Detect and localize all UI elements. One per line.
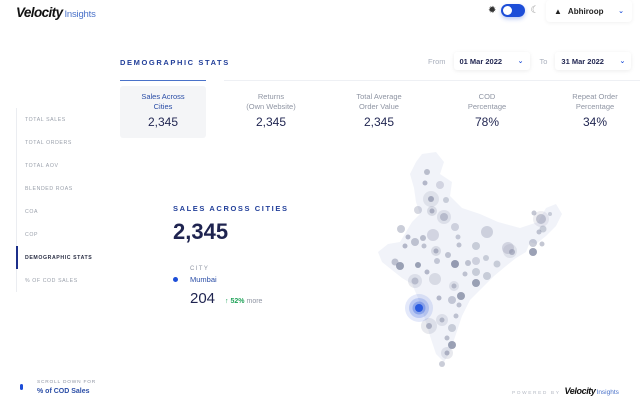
from-date-select[interactable]: 01 Mar 2022 ⌄ (454, 52, 530, 70)
logo-brand: Velocity (16, 5, 63, 20)
tab-repeat-order[interactable]: Repeat Order Percentage 34% (552, 86, 638, 138)
summary-panel: SALES ACROSS CITIES 2,345 (173, 204, 289, 245)
to-label: To (539, 56, 548, 66)
powered-by: POWERED BY Velocity Insights (512, 386, 619, 396)
tab-sales-across-cities[interactable]: Sales Across Cities 2,345 (120, 86, 206, 138)
map-outline (378, 152, 562, 362)
stat-value: 2,345 (147, 115, 179, 129)
app-logo[interactable]: Velocity Insights (16, 5, 96, 20)
sidebar-item-total-sales[interactable]: TOTAL SALES (25, 116, 66, 123)
theme-switch[interactable] (501, 4, 526, 17)
stat-value: 2,345 (255, 115, 287, 129)
from-label: From (428, 56, 446, 66)
tab-total-aov[interactable]: Total Average Order Value 2,345 (336, 86, 422, 138)
stat-label: Sales Across Cities (141, 92, 185, 111)
stat-label: COD Percentage (467, 92, 507, 111)
change-suffix: more (246, 298, 263, 305)
divider (224, 80, 640, 81)
powered-brand-sub: Insights (596, 389, 619, 396)
sun-icon: ✹ (488, 4, 497, 16)
stat-label: Total Average Order Value (356, 92, 402, 111)
stat-value: 78% (474, 115, 500, 129)
scroll-hint[interactable]: SCROLL DOWN FOR % of COD Sales (20, 380, 96, 395)
highlight-city-marker-mumbai[interactable] (405, 294, 433, 322)
stat-value: 34% (582, 115, 608, 129)
user-icon: ▲ (554, 6, 562, 16)
city-marker-icon (173, 277, 178, 282)
chevron-down-icon: ⌄ (619, 58, 626, 65)
to-date-value: 31 Mar 2022 (561, 56, 604, 66)
scroll-indicator-icon (20, 384, 23, 390)
theme-toggle[interactable]: ✹ ☾ (488, 4, 539, 17)
city-detail: CITY Mumbai 204 ↑ 52% more (173, 266, 262, 307)
user-menu[interactable]: ▲ Abhiroop ⌄ (546, 0, 632, 22)
logo-sub: Insights (64, 9, 96, 20)
sidebar-item-cod-sales[interactable]: % OF COD SALES (25, 277, 78, 284)
scroll-target-link[interactable]: % of COD Sales (37, 388, 90, 395)
stats-tabs: Sales Across Cities 2,345 Returns (Own Web… (120, 86, 640, 138)
scroll-hint-text: SCROLL DOWN FOR (37, 380, 96, 385)
sidebar-nav: TOTAL SALES TOTAL ORDERS TOTAL AOV BLEND… (16, 108, 116, 292)
user-name: Abhiroop (567, 6, 604, 16)
powered-by-label: POWERED BY (512, 391, 561, 396)
sidebar-item-coa[interactable]: COA (25, 208, 39, 215)
powered-brand: Velocity (564, 386, 596, 396)
change-badge: ↑ 52% (225, 298, 245, 305)
city-name: Mumbai (190, 275, 217, 284)
sidebar-item-total-orders[interactable]: TOTAL ORDERS (25, 139, 72, 146)
sidebar-item-cop[interactable]: COP (25, 231, 39, 238)
moon-icon: ☾ (530, 4, 540, 16)
india-map[interactable] (370, 148, 570, 378)
switch-knob (503, 6, 513, 15)
section-underline (120, 80, 206, 81)
city-value: 204 (190, 290, 216, 307)
summary-value: 2,345 (173, 219, 229, 244)
summary-title: SALES ACROSS CITIES (173, 204, 289, 213)
date-range: From 01 Mar 2022 ⌄ To 31 Mar 2022 ⌄ (428, 52, 640, 70)
from-date-value: 01 Mar 2022 (459, 56, 503, 66)
sidebar-item-total-aov[interactable]: TOTAL AOV (25, 162, 59, 169)
sidebar-item-blended-roas[interactable]: BLENDED ROAS (25, 185, 73, 192)
stat-label: Returns (Own Website) (246, 92, 296, 111)
city-dots (391, 169, 552, 367)
stat-label: Repeat Order Percentage (572, 92, 618, 111)
tab-returns[interactable]: Returns (Own Website) 2,345 (228, 86, 314, 138)
chevron-down-icon: ⌄ (517, 58, 524, 65)
tab-cod-percentage[interactable]: COD Percentage 78% (444, 86, 530, 138)
stat-value: 2,345 (363, 115, 395, 129)
chevron-down-icon: ⌄ (618, 8, 624, 15)
city-label: CITY (190, 266, 210, 272)
section-title: DEMOGRAPHIC STATS (120, 58, 230, 67)
sidebar-item-demographic-stats[interactable]: DEMOGRAPHIC STATS (16, 246, 116, 269)
to-date-select[interactable]: 31 Mar 2022 ⌄ (555, 52, 631, 70)
